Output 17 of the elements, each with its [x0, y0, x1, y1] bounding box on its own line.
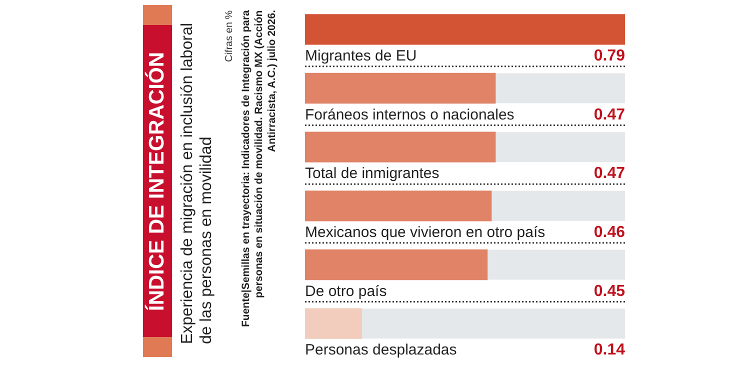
y-tick-label: Personas desplazadas: [305, 342, 457, 359]
text: Cifras en %: [224, 10, 236, 64]
y-tick-label: Migrantes de EU: [305, 47, 417, 64]
y-tick-label: Mexicanos que vivieron en otro país: [305, 224, 546, 241]
text: Experiencia de migración en inclusión laboral de las personas en movilidad: [178, 22, 216, 344]
data-label: 0.14: [594, 342, 626, 359]
text: ÍNDICE DE INTEGRACIÓN: [144, 50, 170, 313]
y-tick-label: Foráneos internos o nacionales: [305, 106, 514, 124]
y-tick-label: De otro país: [305, 282, 387, 300]
data-label: 0.45: [594, 282, 626, 300]
source-note: Fuente|Semillas en trayectoria: Indicadores de Integración para personas en situación de movilidad. Racismo MX (Acción Antirracista, A.C.) julio 2026.: [240, 10, 279, 329]
y-tick-label: Total de inmigrantes: [305, 165, 440, 182]
bar: [305, 308, 362, 339]
data-label: 0.47: [594, 106, 626, 124]
data-label: 0.46: [594, 224, 626, 241]
data-label: 0.79: [594, 47, 626, 64]
data-label: 0.47: [594, 165, 626, 182]
